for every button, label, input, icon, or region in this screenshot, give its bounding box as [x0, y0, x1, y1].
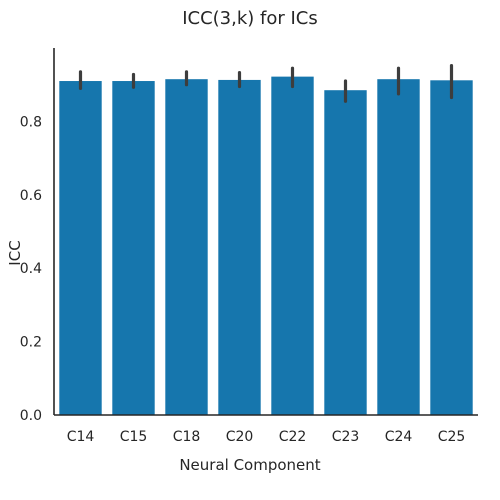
x-tick-label: C14 [67, 429, 95, 445]
y-tick-label: 0.2 [20, 335, 42, 351]
bar-c25 [430, 80, 473, 416]
bar-c15 [112, 81, 155, 415]
y-axis-label: ICC [6, 240, 24, 265]
x-tick-label: C25 [438, 429, 466, 445]
chart-title: ICC(3,k) for ICs [182, 8, 318, 29]
y-tick-label: 0.4 [20, 261, 42, 277]
bar-c23 [324, 90, 367, 415]
x-tick-label: C20 [226, 429, 254, 445]
x-axis-label: Neural Component [179, 456, 320, 474]
x-tick-label: C22 [279, 429, 307, 445]
x-tick-label: C23 [332, 429, 360, 445]
x-tick-label: C18 [173, 429, 201, 445]
y-tick-label: 0.8 [20, 114, 42, 130]
bar-c24 [377, 79, 420, 415]
x-tick-label: C24 [385, 429, 413, 445]
bar-c20 [218, 79, 261, 416]
y-axis-ticks: 0.0 0.2 0.4 0.6 0.8 [20, 114, 42, 424]
bar-c14 [59, 81, 102, 415]
error-bars-group [78, 64, 454, 103]
x-axis-ticks: C14 C15 C18 C20 C22 C23 C24 C25 [67, 429, 466, 445]
bar-c18 [165, 79, 208, 415]
bars-group [59, 76, 473, 416]
x-tick-label: C15 [120, 429, 148, 445]
bar-c22 [271, 76, 314, 415]
y-tick-label: 0.6 [20, 188, 42, 204]
y-tick-label: 0.0 [20, 408, 42, 424]
